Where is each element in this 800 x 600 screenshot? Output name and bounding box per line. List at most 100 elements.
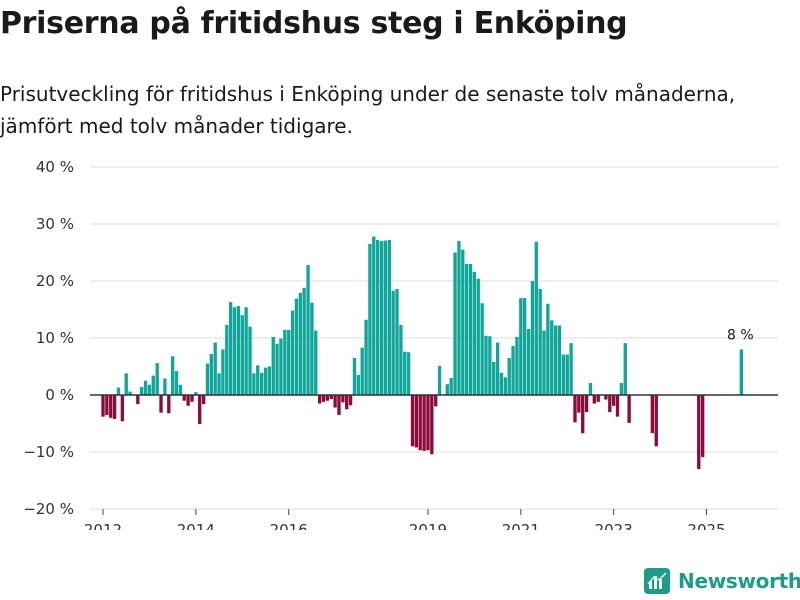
bar — [372, 236, 376, 395]
bar — [449, 377, 453, 395]
bar — [325, 395, 330, 401]
bar — [174, 371, 179, 395]
bar — [445, 384, 449, 395]
bar — [503, 377, 508, 395]
bar — [468, 263, 473, 395]
bar — [267, 366, 271, 395]
bar — [217, 373, 221, 395]
bar — [345, 395, 349, 410]
bar — [256, 365, 260, 395]
bar — [360, 347, 364, 395]
x-tick-label: 2019 — [409, 521, 447, 530]
bar — [368, 243, 372, 395]
bar — [259, 372, 264, 395]
bar — [464, 263, 469, 395]
bar — [302, 287, 306, 395]
bar — [592, 395, 596, 404]
bar — [333, 395, 337, 408]
bar — [523, 298, 527, 395]
bar — [109, 395, 113, 418]
bar — [143, 380, 148, 395]
bar — [561, 354, 566, 395]
bar — [418, 395, 422, 451]
bar — [604, 395, 608, 400]
bar — [198, 395, 202, 425]
bar — [317, 395, 322, 404]
bar — [553, 325, 558, 395]
bar — [151, 375, 155, 395]
bar — [584, 395, 589, 413]
bar — [101, 395, 105, 417]
bar — [612, 395, 616, 406]
y-tick-label: 30 % — [36, 215, 74, 233]
bar-chart-logo-icon — [644, 568, 670, 594]
bar — [337, 395, 341, 415]
bar — [387, 239, 391, 395]
bar — [546, 303, 550, 395]
bar — [492, 361, 496, 395]
bar — [383, 240, 388, 395]
bar — [700, 395, 705, 458]
bar — [248, 326, 252, 395]
bar — [147, 384, 152, 395]
bar — [484, 335, 488, 395]
bar — [550, 320, 554, 395]
y-tick-label: 20 % — [36, 272, 74, 290]
bar-chart: −20 %−10 %0 %10 %20 %30 %40 % 2012 2014 20… — [23, 158, 778, 530]
bar — [426, 395, 430, 451]
x-tick-label: 2025 — [687, 521, 725, 530]
bar — [581, 395, 585, 434]
bar — [650, 395, 654, 434]
bar — [167, 395, 171, 414]
bar — [619, 383, 624, 395]
bar — [275, 343, 279, 395]
bar — [739, 349, 743, 395]
bar — [379, 241, 384, 395]
bar — [205, 363, 210, 395]
bar — [178, 384, 183, 395]
bar — [565, 354, 569, 395]
bar — [530, 281, 535, 395]
bar — [697, 395, 701, 470]
y-tick-label: 0 % — [45, 386, 74, 404]
bar — [410, 395, 415, 447]
bar — [294, 298, 299, 395]
bar — [519, 298, 523, 395]
bar — [287, 330, 291, 395]
bar — [573, 395, 577, 423]
bar — [190, 395, 194, 402]
bar — [229, 302, 233, 395]
bar — [105, 395, 109, 415]
bar — [352, 357, 357, 395]
x-tick-label: 2023 — [595, 521, 633, 530]
bar — [569, 343, 573, 395]
bar — [283, 330, 287, 395]
bar — [391, 290, 395, 395]
bar — [244, 307, 248, 395]
bar — [186, 395, 190, 406]
bar — [252, 373, 256, 395]
x-tick-label: 2014 — [177, 521, 215, 530]
chart-title: Priserna på fritidshus steg i Enköping — [0, 6, 628, 41]
bar — [112, 395, 117, 419]
bar — [557, 325, 562, 395]
bar — [596, 395, 600, 402]
bar — [499, 372, 504, 395]
bar — [399, 324, 403, 395]
bar — [329, 395, 333, 399]
bar — [136, 395, 140, 405]
bar — [163, 378, 167, 395]
bar — [314, 330, 318, 395]
brand-name: Newsworthy — [678, 569, 800, 593]
bar — [480, 303, 484, 395]
bar — [542, 330, 546, 395]
y-tick-label: −10 % — [23, 443, 74, 461]
bar — [236, 306, 241, 395]
bar — [356, 375, 360, 395]
y-tick-label: −20 % — [23, 500, 74, 518]
bar — [422, 395, 426, 451]
bar — [341, 395, 345, 403]
data-label: 8 % — [727, 327, 754, 343]
bar — [170, 356, 175, 395]
bar — [182, 395, 186, 401]
